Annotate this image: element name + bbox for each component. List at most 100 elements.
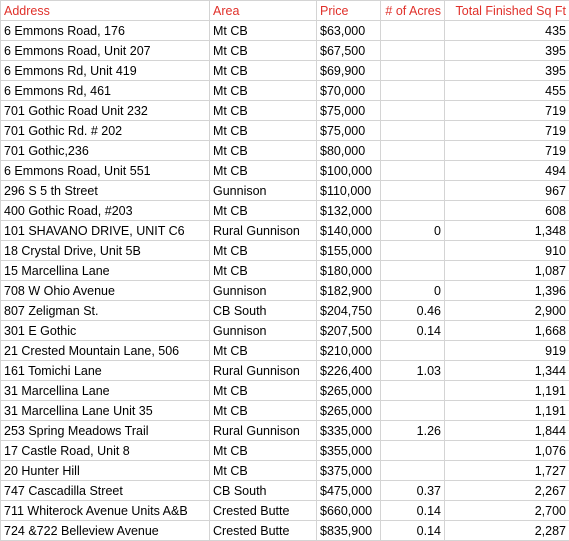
acres-cell: 0.46 xyxy=(380,300,445,321)
area-cell: Mt CB xyxy=(209,100,317,121)
address-cell: 301 E Gothic xyxy=(0,320,210,341)
sqft-cell: 1,076 xyxy=(444,440,569,461)
row: 15 Marcellina Lane Mt CB $180,000 1,087 xyxy=(0,260,569,281)
acres-cell xyxy=(380,440,445,461)
address-cell: 701 Gothic Road Unit 232 xyxy=(0,100,210,121)
area-cell: Gunnison xyxy=(209,320,317,341)
row: 701 Gothic Road Unit 232 Mt CB $75,000 719 xyxy=(0,100,569,121)
price-cell: $132,000 xyxy=(316,200,381,221)
header-cell: Area xyxy=(209,0,317,21)
acres-cell: 1.26 xyxy=(380,420,445,441)
address-cell: 807 Zeligman St. xyxy=(0,300,210,321)
sqft-cell: 719 xyxy=(444,120,569,141)
price-cell: $69,900 xyxy=(316,60,381,81)
price-cell: $140,000 xyxy=(316,220,381,241)
area-cell: Gunnison xyxy=(209,180,317,201)
address-cell: 701 Gothic,236 xyxy=(0,140,210,161)
price-cell: $355,000 xyxy=(316,440,381,461)
row: 711 Whiterock Avenue Units A&B Crested Bu… xyxy=(0,500,569,521)
address-cell: 6 Emmons Road, Unit 207 xyxy=(0,40,210,61)
price-cell: $75,000 xyxy=(316,120,381,141)
acres-cell xyxy=(380,40,445,61)
sqft-cell: 919 xyxy=(444,340,569,361)
address-cell: 21 Crested Mountain Lane, 506 xyxy=(0,340,210,361)
address-cell: 161 Tomichi Lane xyxy=(0,360,210,381)
row: 807 Zeligman St. CB South $204,750 0.46 2,90… xyxy=(0,300,569,321)
sqft-cell: 719 xyxy=(444,140,569,161)
acres-cell: 0 xyxy=(380,220,445,241)
acres-cell xyxy=(380,20,445,41)
area-cell: Mt CB xyxy=(209,240,317,261)
address-cell: 711 Whiterock Avenue Units A&B xyxy=(0,500,210,521)
area-cell: Rural Gunnison xyxy=(209,420,317,441)
sqft-cell: 2,900 xyxy=(444,300,569,321)
area-cell: Mt CB xyxy=(209,460,317,481)
address-cell: 18 Crystal Drive, Unit 5B xyxy=(0,240,210,261)
price-cell: $835,900 xyxy=(316,520,381,541)
price-cell: $475,000 xyxy=(316,480,381,501)
row: 6 Emmons Road, 176 Mt CB $63,000 435 xyxy=(0,20,569,41)
acres-cell: 0.14 xyxy=(380,500,445,521)
sqft-cell: 2,287 xyxy=(444,520,569,541)
acres-cell xyxy=(380,340,445,361)
row: 400 Gothic Road, #203 Mt CB $132,000 608 xyxy=(0,200,569,221)
address-cell: 20 Hunter Hill xyxy=(0,460,210,481)
acres-cell xyxy=(380,100,445,121)
area-cell: Mt CB xyxy=(209,380,317,401)
price-cell: $80,000 xyxy=(316,140,381,161)
address-cell: 31 Marcellina Lane Unit 35 xyxy=(0,400,210,421)
row: 21 Crested Mountain Lane, 506 Mt CB $210,0… xyxy=(0,340,569,361)
row: 17 Castle Road, Unit 8 Mt CB $355,000 1,076 xyxy=(0,440,569,461)
area-cell: Rural Gunnison xyxy=(209,360,317,381)
acres-cell xyxy=(380,180,445,201)
address-cell: 6 Emmons Rd, Unit 419 xyxy=(0,60,210,81)
row: 101 SHAVANO DRIVE, UNIT C6 Rural Gunnison… xyxy=(0,220,569,241)
price-cell: $182,900 xyxy=(316,280,381,301)
area-cell: Mt CB xyxy=(209,140,317,161)
acres-cell xyxy=(380,80,445,101)
sqft-cell: 1,348 xyxy=(444,220,569,241)
address-cell: 701 Gothic Rd. # 202 xyxy=(0,120,210,141)
area-cell: Crested Butte xyxy=(209,520,317,541)
price-cell: $75,000 xyxy=(316,100,381,121)
row: 701 Gothic,236 Mt CB $80,000 719 xyxy=(0,140,569,161)
header-cell: Address xyxy=(0,0,210,21)
sqft-cell: 1,668 xyxy=(444,320,569,341)
area-cell: Mt CB xyxy=(209,60,317,81)
area-cell: Mt CB xyxy=(209,340,317,361)
sqft-cell: 1,191 xyxy=(444,380,569,401)
price-cell: $110,000 xyxy=(316,180,381,201)
acres-cell: 0.14 xyxy=(380,520,445,541)
header-cell: Price xyxy=(316,0,381,21)
row: 747 Cascadilla Street CB South $475,000 0.3… xyxy=(0,480,569,501)
acres-cell: 0.37 xyxy=(380,480,445,501)
sqft-cell: 1,396 xyxy=(444,280,569,301)
price-cell: $210,000 xyxy=(316,340,381,361)
acres-cell xyxy=(380,160,445,181)
row: 18 Crystal Drive, Unit 5B Mt CB $155,000 91… xyxy=(0,240,569,261)
price-cell: $375,000 xyxy=(316,460,381,481)
row: 6 Emmons Road, Unit 551 Mt CB $100,000 494 xyxy=(0,160,569,181)
address-cell: 253 Spring Meadows Trail xyxy=(0,420,210,441)
area-cell: CB South xyxy=(209,480,317,501)
area-cell: Mt CB xyxy=(209,40,317,61)
address-cell: 747 Cascadilla Street xyxy=(0,480,210,501)
price-cell: $67,500 xyxy=(316,40,381,61)
row: 6 Emmons Rd, 461 Mt CB $70,000 455 xyxy=(0,80,569,101)
row: 708 W Ohio Avenue Gunnison $182,900 0 1,396 xyxy=(0,280,569,301)
row: 20 Hunter Hill Mt CB $375,000 1,727 xyxy=(0,460,569,481)
price-cell: $207,500 xyxy=(316,320,381,341)
sqft-cell: 1,344 xyxy=(444,360,569,381)
sqft-cell: 1,844 xyxy=(444,420,569,441)
price-cell: $180,000 xyxy=(316,260,381,281)
area-cell: Rural Gunnison xyxy=(209,220,317,241)
area-cell: Mt CB xyxy=(209,200,317,221)
sqft-cell: 395 xyxy=(444,40,569,61)
row: 301 E Gothic Gunnison $207,500 0.14 1,668 xyxy=(0,320,569,341)
acres-cell xyxy=(380,240,445,261)
acres-cell: 0.14 xyxy=(380,320,445,341)
acres-cell xyxy=(380,260,445,281)
row: 6 Emmons Road, Unit 207 Mt CB $67,500 395 xyxy=(0,40,569,61)
